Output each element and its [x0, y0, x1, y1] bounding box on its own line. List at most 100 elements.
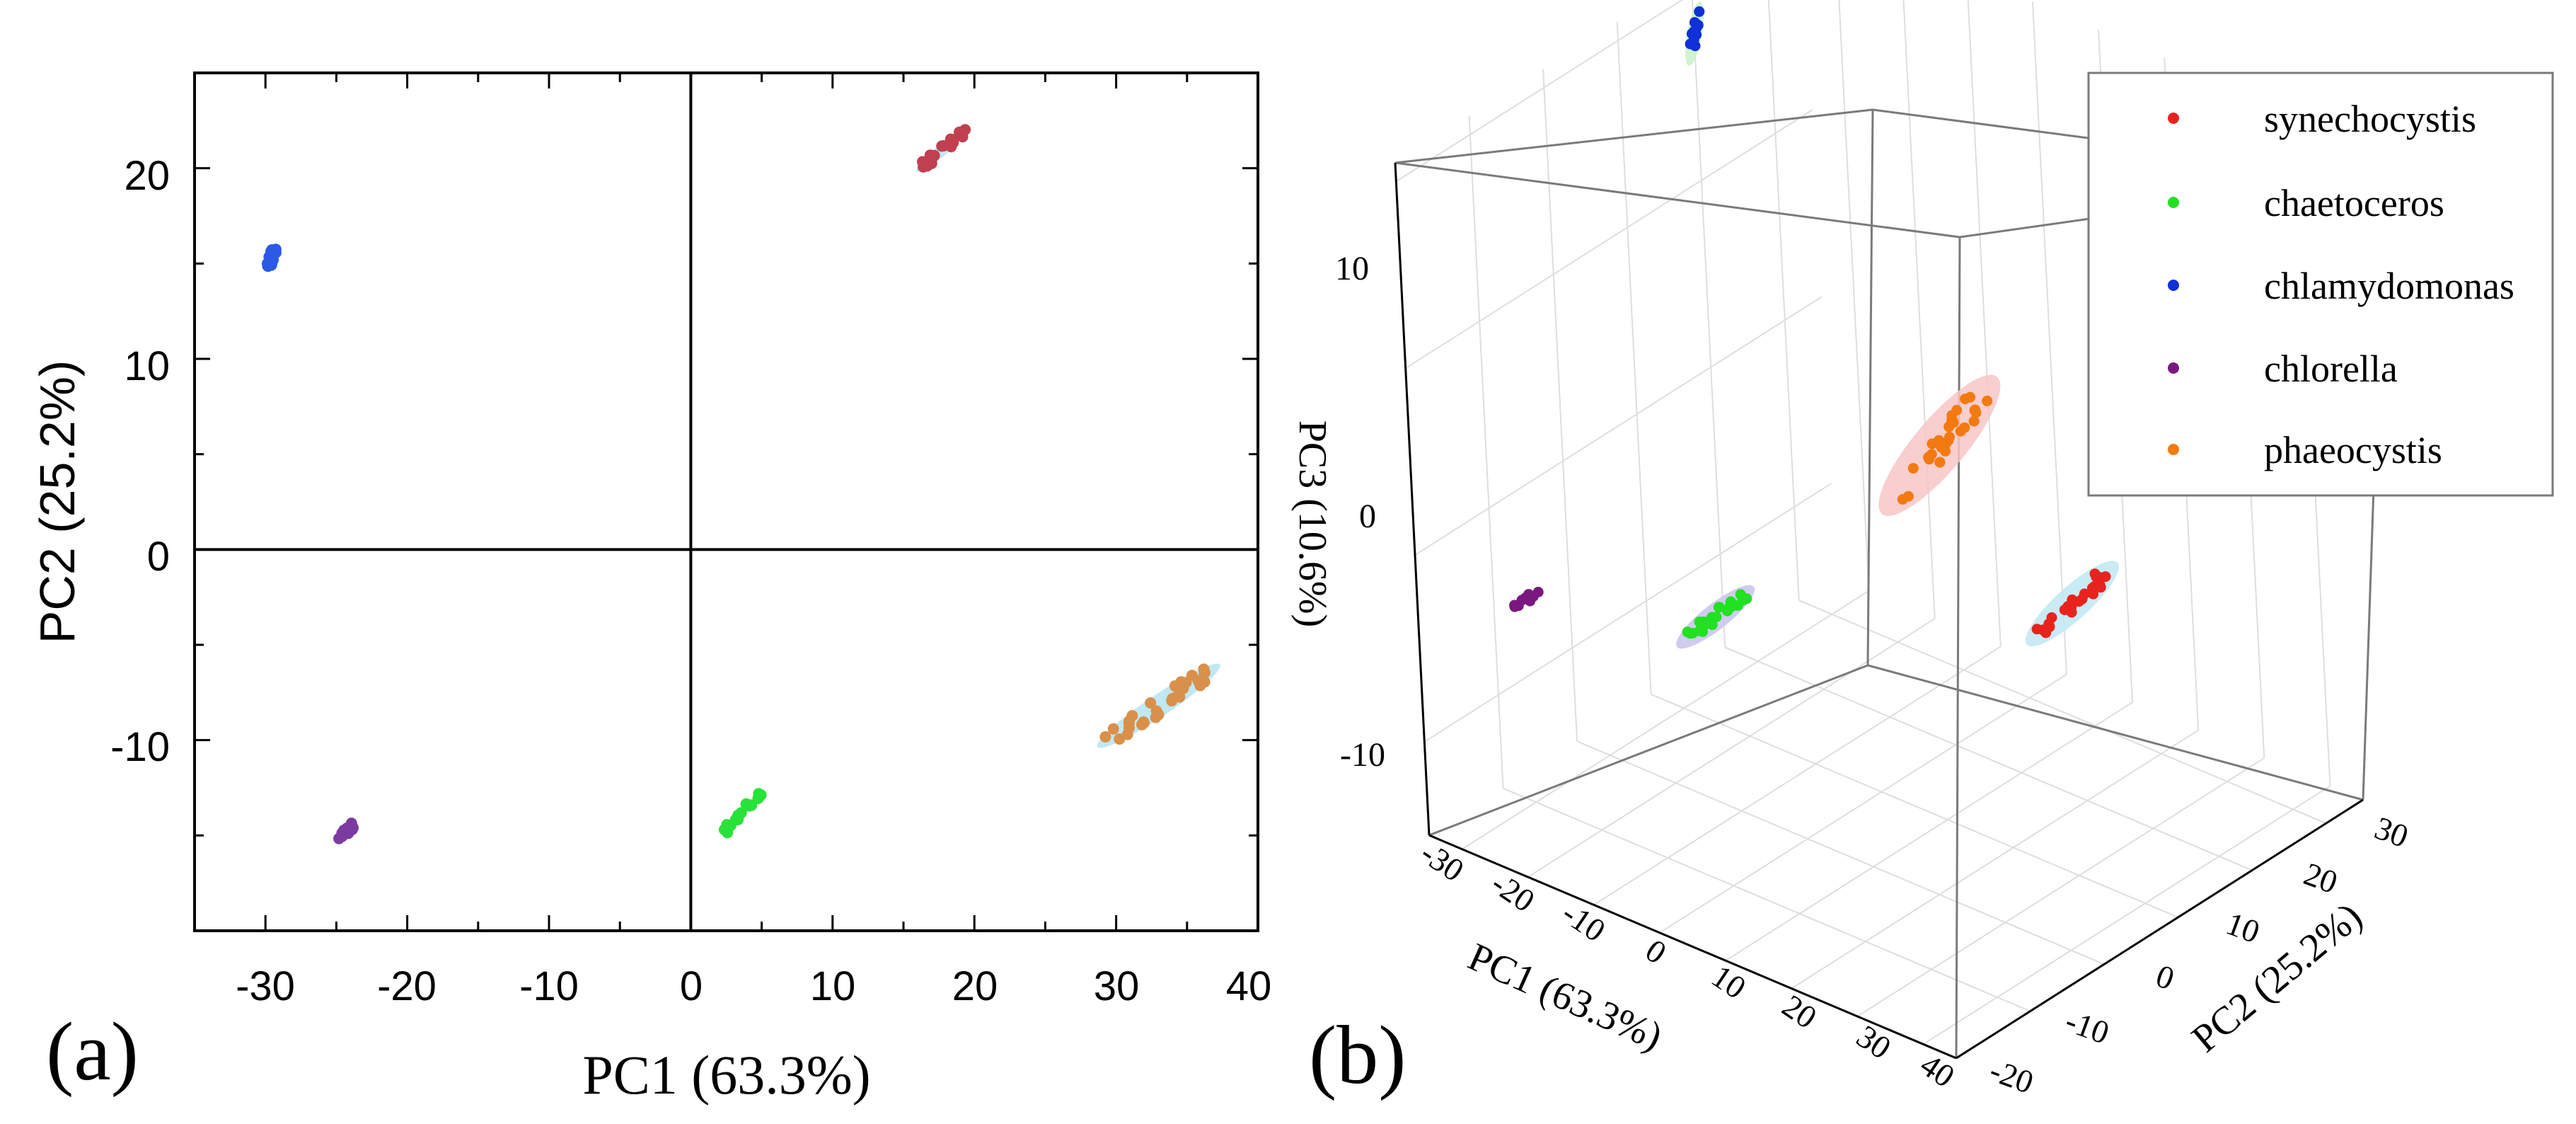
- x-ticklabel: 30: [1850, 1018, 1898, 1066]
- grid-line: [1967, 0, 2002, 647]
- box-edge: [1866, 109, 1874, 666]
- y-axis-line: [1956, 798, 2364, 1060]
- grid-line: [1405, 109, 1813, 369]
- point-phaeocystis: [1959, 422, 1970, 433]
- panel-a-2d-pca: -30 -20 -10 0 10 20 30 40 -10 0 10 20 PC…: [30, 71, 1271, 1106]
- point-phaeocystis: [1907, 463, 1919, 474]
- point-synechocystis: [917, 156, 928, 168]
- legend-marker-chlorella: [2168, 362, 2179, 374]
- x-ticklabel: 0: [680, 963, 703, 1009]
- point-chlamydomonas: [270, 243, 282, 256]
- point-synechocystis: [2040, 627, 2052, 638]
- y-ticklabel: 0: [147, 534, 170, 580]
- ellipses-b: [1676, 1, 2119, 649]
- point-chaetoceros: [1706, 619, 1718, 631]
- grid-line: [1724, 646, 2253, 871]
- point-phaeocystis: [1934, 457, 1946, 468]
- z-ticklabel: 0: [1359, 498, 1376, 535]
- x-ticklabel: -30: [1414, 835, 1470, 889]
- legend-marker-chaetoceros: [2168, 197, 2179, 208]
- grid-line: [2031, 1, 2067, 675]
- y-ticklabel: -10: [2061, 1002, 2114, 1051]
- x-axis-label-b: PC1 (63.3%): [1462, 935, 1668, 1060]
- y-ticklabel: 20: [2299, 856, 2343, 901]
- z-axis-line: [1394, 162, 1431, 836]
- x-ticklabels-a: -30 -20 -10 0 10 20 30 40: [236, 963, 1271, 1009]
- x-ticklabel: 40: [1914, 1046, 1961, 1094]
- x-ticklabel: 40: [1226, 963, 1272, 1009]
- point-phaeocystis: [1944, 432, 1955, 442]
- grid-line: [1659, 673, 2067, 934]
- points-a: [262, 124, 1211, 844]
- point-phaeocystis: [1145, 697, 1157, 709]
- panel-label-b: (b): [1309, 1009, 1407, 1101]
- point-phaeocystis: [1968, 415, 1980, 427]
- point-phaeocystis: [1123, 717, 1135, 729]
- x-ticklabel: -10: [519, 963, 579, 1009]
- grid-line: [1576, 740, 2105, 965]
- x-ticklabel: 20: [952, 963, 998, 1009]
- grid-line: [1651, 693, 2179, 918]
- point-synechocystis: [947, 134, 959, 146]
- grid-line: [1798, 600, 2327, 825]
- point-chlorella: [347, 822, 359, 834]
- point-phaeocystis: [1175, 676, 1187, 688]
- legend-marker-chlamydomonas: [2168, 280, 2179, 291]
- point-chlamydomonas: [1694, 6, 1705, 17]
- point-chlamydomonas: [1689, 25, 1699, 37]
- x-ticklabel: -20: [377, 963, 437, 1009]
- point-phaeocystis: [1969, 405, 1980, 416]
- grid-line: [1462, 590, 1870, 850]
- box-edge: [1955, 236, 1961, 1059]
- point-synechocystis: [2086, 583, 2098, 594]
- panel-label-a: (a): [46, 1005, 139, 1098]
- grid-line: [1725, 701, 2133, 962]
- grid-line: [1542, 69, 1578, 742]
- y-axis-label-a: PC2 (25.2%): [30, 360, 85, 644]
- grid-line: [1423, 483, 1832, 742]
- point-phaeocystis: [1940, 445, 1951, 457]
- y-ticklabel: 10: [124, 343, 170, 389]
- y-ticklabels-a: -10 0 10 20: [110, 153, 170, 770]
- point-chlamydomonas: [1687, 39, 1699, 50]
- point-phaeocystis: [1198, 663, 1210, 675]
- legend-marker-synechocystis: [2168, 113, 2179, 124]
- grid-line: [1902, 0, 1936, 619]
- x-ticklabel: -20: [1485, 865, 1541, 919]
- plot-frame-a: [193, 71, 1259, 932]
- point-phaeocystis: [1982, 396, 1993, 406]
- x-ticklabel: -10: [1556, 895, 1612, 949]
- legend-marker-phaeocystis: [2168, 444, 2179, 455]
- point-phaeocystis: [1150, 711, 1162, 723]
- point-chaetoceros: [743, 800, 755, 812]
- point-chaetoceros: [1685, 628, 1696, 639]
- x-axis-label-a: PC1 (63.3%): [582, 1044, 870, 1106]
- point-phaeocystis: [1946, 413, 1958, 425]
- legend-label-phaeocystis: phaeocystis: [2264, 429, 2442, 471]
- point-phaeocystis: [1138, 716, 1150, 728]
- grid-line: [1791, 729, 2199, 990]
- x-ticklabel: -30: [236, 963, 295, 1009]
- grid-line: [1593, 646, 2002, 906]
- point-chaetoceros: [1711, 612, 1722, 623]
- point-chlorella: [1513, 600, 1524, 612]
- legend-label-chaetoceros: chaetoceros: [2264, 182, 2444, 224]
- axes-b: [1394, 162, 2364, 1060]
- point-phaeocystis: [1107, 723, 1119, 735]
- grid-line: [1503, 787, 2031, 1012]
- z-axis-label-b: PC3 (10.6%): [1290, 420, 1334, 627]
- point-synechocystis: [2079, 588, 2090, 600]
- grid-line: [1616, 21, 1652, 694]
- grid-line: [1691, 0, 1726, 648]
- box-edge: [1428, 664, 1869, 837]
- y-ticklabel: 30: [2370, 810, 2413, 855]
- grid-line: [1767, 0, 1800, 601]
- legend-label-chlamydomonas: chlamydomonas: [2264, 265, 2514, 307]
- point-chlamydomonas: [262, 258, 273, 270]
- point-phaeocystis: [1897, 494, 1908, 505]
- x-ticklabel: 10: [810, 963, 856, 1009]
- point-synechocystis: [957, 131, 969, 143]
- panel-b-3d-pca: -10 0 10 -30 -20 -10 0 10 20 30 40 -20 -…: [1290, 0, 2554, 1101]
- legend-box: [2087, 71, 2554, 497]
- box-edge: [1394, 108, 1873, 164]
